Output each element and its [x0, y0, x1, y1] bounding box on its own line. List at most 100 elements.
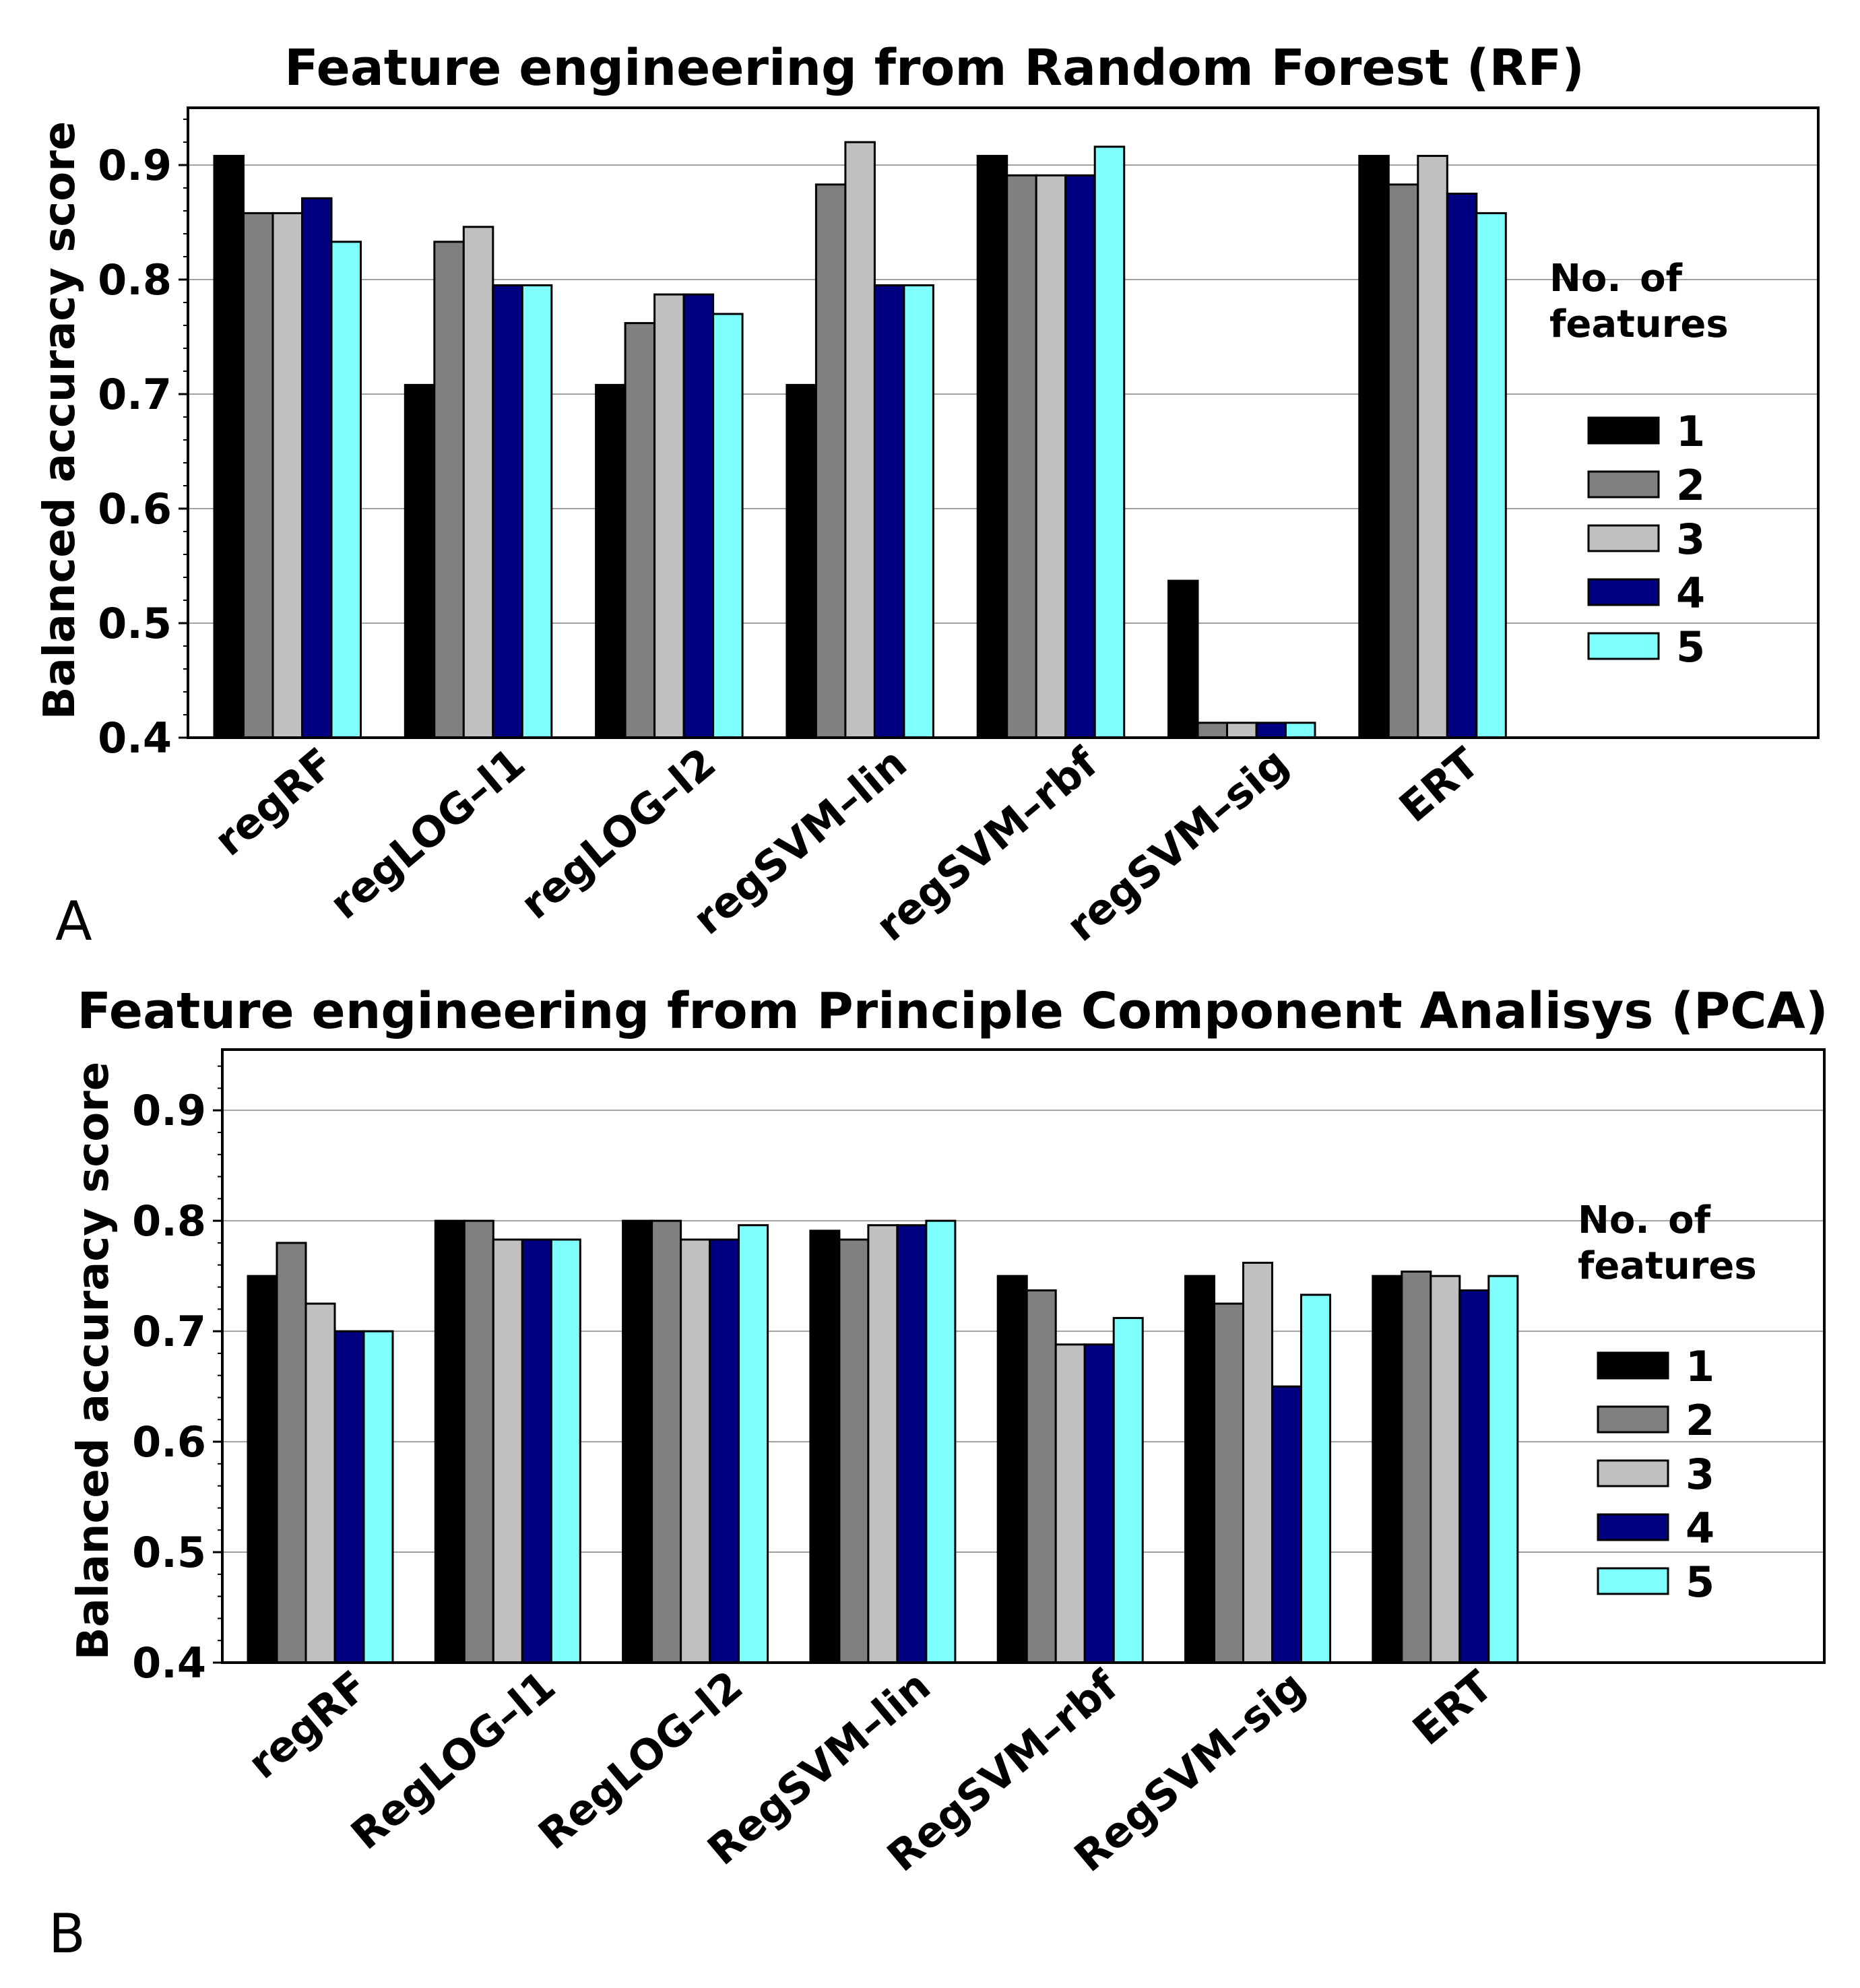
bar-regsvm-lin-series-1	[785, 383, 817, 739]
bar-ert-series-1	[1372, 1275, 1403, 1664]
bar-reglog-l1-series-2	[433, 241, 465, 739]
bar-reglog-l1-series-1	[434, 1219, 466, 1664]
bar-ert-series-1	[1358, 154, 1390, 739]
bar-regsvm-rbf-series-5	[1112, 1316, 1144, 1664]
bar-regsvm-sig-series-4	[1271, 1385, 1302, 1664]
legend-label-5: 5	[1686, 1558, 1714, 1607]
bar-regsvm-rbf-series-1	[996, 1275, 1028, 1664]
y-tick-label: 0.8	[132, 1196, 206, 1246]
bar-regsvm-lin-series-5	[903, 284, 934, 739]
legend-label-2: 2	[1676, 461, 1705, 510]
legend-swatch-2	[1597, 1405, 1669, 1434]
legend-label-5: 5	[1676, 622, 1705, 672]
bar-regsvm-sig-series-3	[1226, 722, 1258, 739]
legend-label-3: 3	[1686, 1450, 1714, 1499]
bar-reglog-l1-series-4	[492, 284, 523, 739]
bar-regsvm-sig-series-5	[1285, 722, 1316, 739]
panel-a-title: Feature engineering from Random Forest (…	[284, 39, 1584, 97]
bar-regsvm-rbf-series-2	[1006, 174, 1037, 739]
bar-ert-series-2	[1387, 183, 1419, 739]
legend-swatch-3	[1587, 524, 1660, 552]
bar-regsvm-lin-series-1	[809, 1229, 841, 1664]
bar-ert-series-3	[1417, 154, 1448, 739]
panel-a-legend-title-line2: features	[1549, 302, 1729, 346]
bar-regsvm-sig-series-2	[1213, 1302, 1244, 1664]
bar-regrf-series-2	[276, 1242, 307, 1664]
panel-b-legend-items: 1 2 3 4 5	[1597, 1342, 1714, 1607]
panel-a-legend-title-line1: No. of	[1549, 257, 1683, 300]
x-tick-label: RegLOG–l1	[342, 1661, 565, 1859]
panel-b-legend-title-line2: features	[1578, 1244, 1757, 1288]
y-tick-label: 0.9	[132, 1086, 206, 1135]
panel-a-x-tick-labels: regRFregLOG–l1regLOG–l2regSVM–linregSVM–…	[205, 738, 1488, 951]
bar-ert-series-4	[1458, 1289, 1490, 1664]
y-tick-label: 0.7	[98, 370, 172, 419]
panel-b-ylabel: Balanced accuracy score	[69, 1062, 119, 1660]
legend-label-1: 1	[1676, 407, 1705, 456]
panel-a-legend-no: No.	[1549, 257, 1622, 300]
y-tick-label: 0.4	[98, 713, 172, 763]
panel-a-legend: No. of features 1 2 3 45	[1549, 257, 1729, 672]
bar-regsvm-rbf-series-3	[1054, 1343, 1086, 1664]
panel-b-y-ticks: 0.4 0.5 0.6 0.7 0.8 0.9	[132, 1065, 222, 1688]
x-tick-label: ERT	[1403, 1661, 1502, 1755]
x-tick-label: regRF	[205, 738, 344, 866]
bar-ert-series-2	[1401, 1271, 1432, 1664]
panel-b-legend-of: of	[1668, 1198, 1710, 1242]
bar-regsvm-lin-series-4	[896, 1224, 928, 1664]
bar-regrf-series-3	[304, 1302, 336, 1664]
legend-label-1: 1	[1686, 1342, 1714, 1391]
bar-reglog-l1-series-5	[550, 1238, 581, 1664]
y-tick-label: 0.5	[98, 599, 172, 648]
bar-regrf-series-4	[301, 197, 333, 739]
panel-b-legend-no: No.	[1578, 1198, 1650, 1242]
bar-regsvm-sig-series-3	[1242, 1261, 1273, 1664]
panel-a-y-ticks: 0.4 0.5 0.6 0.7 0.8 0.9	[98, 119, 188, 763]
y-tick-label: 0.6	[132, 1417, 206, 1467]
bar-regrf-series-1	[247, 1275, 278, 1664]
panel-a-legend-of: of	[1640, 257, 1682, 300]
legend-swatch-5	[1597, 1567, 1669, 1595]
x-tick-label: regRF	[238, 1661, 377, 1789]
panel-b-legend: No. of features 1 2 3 4 5	[1578, 1198, 1757, 1607]
bar-reglog-l1-series-3	[492, 1238, 523, 1664]
panel-a: Feature engineering from Random Forest (…	[35, 39, 1820, 953]
bar-reglog-l2-series-4	[709, 1238, 740, 1664]
bar-regrf-series-4	[333, 1330, 365, 1664]
panel-b-x-tick-labels: regRFRegLOG–l1RegLOG–l2RegSVM–linRegSVM–…	[238, 1661, 1502, 1882]
legend-swatch-1	[1597, 1351, 1669, 1380]
bar-regsvm-sig-series-2	[1196, 722, 1228, 739]
y-tick-label: 0.4	[132, 1638, 206, 1688]
bar-regrf-series-1	[213, 154, 245, 739]
panel-a-legend-items: 1 2 3 45	[1587, 407, 1705, 672]
bar-ert-series-3	[1430, 1275, 1461, 1664]
legend-swatch-2	[1587, 470, 1660, 499]
panel-b-bars	[247, 1219, 1519, 1664]
legend-label-3: 3	[1676, 515, 1705, 564]
bar-regsvm-rbf-series-1	[976, 154, 1008, 739]
bar-reglog-l2-series-2	[651, 1219, 682, 1664]
legend-swatch-3	[1597, 1459, 1669, 1487]
bar-regsvm-sig-series-5	[1300, 1293, 1331, 1664]
bar-regsvm-sig-series-1	[1167, 579, 1199, 739]
bar-ert-series-4	[1446, 193, 1478, 739]
panel-b-title: Feature engineering from Principle Compo…	[77, 982, 1828, 1040]
bar-reglog-l2-series-1	[595, 383, 627, 739]
legend-label-4: 4	[1676, 569, 1705, 618]
bar-regsvm-rbf-series-5	[1093, 146, 1126, 739]
y-tick-label: 0.9	[98, 141, 172, 190]
bar-regsvm-lin-series-2	[814, 183, 847, 739]
bar-regsvm-lin-series-3	[844, 141, 876, 739]
x-tick-label: regLOG–l1	[320, 738, 534, 929]
x-tick-label: ERT	[1390, 738, 1488, 832]
bar-reglog-l2-series-2	[624, 322, 656, 739]
bar-ert-series-5	[1475, 212, 1507, 739]
bar-reglog-l1-series-1	[404, 383, 436, 739]
bar-regsvm-rbf-series-3	[1035, 174, 1067, 739]
panel-a-ylabel: Balanced accuracy score	[35, 121, 85, 719]
bar-regsvm-lin-series-2	[838, 1238, 870, 1664]
legend-swatch-4	[1587, 578, 1660, 606]
legend-swatch-5	[1587, 632, 1660, 660]
bar-regrf-series-3	[271, 212, 303, 739]
